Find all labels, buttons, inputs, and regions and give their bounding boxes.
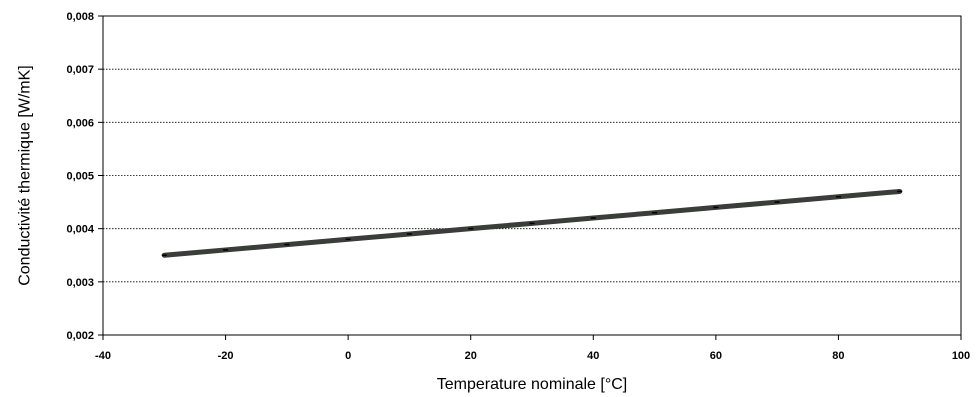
x-tick-label: 80: [832, 350, 844, 362]
y-tick-label: 0,008: [66, 11, 94, 23]
y-axis-title: Conductivité thermique [W/mK]: [17, 65, 34, 286]
axis-ticks: [98, 15, 962, 340]
x-tick-label: 40: [587, 350, 599, 362]
y-tick-label: 0,007: [66, 64, 94, 76]
x-tick-label: -40: [95, 350, 111, 362]
series-layer: [161, 188, 903, 258]
gridlines: [103, 68, 961, 283]
y-tick-label: 0,003: [66, 277, 94, 289]
y-tick-label: 0,005: [66, 171, 94, 183]
y-tick-label: 0,004: [66, 224, 94, 236]
x-tick-label: 20: [465, 350, 477, 362]
x-tick-label: 0: [345, 350, 351, 362]
x-axis-title: Temperature nominale [°C]: [437, 376, 627, 393]
y-tick-label: 0,002: [66, 330, 94, 342]
x-tick-label: -20: [218, 350, 234, 362]
x-tick-label: 60: [710, 350, 722, 362]
tick-labels: 0,002 0,003 0,004 0,005 0,006 0,007 0,008 -40 -2…: [66, 11, 970, 362]
y-tick-label: 0,006: [66, 117, 94, 129]
x-tick-label: 100: [952, 350, 970, 362]
